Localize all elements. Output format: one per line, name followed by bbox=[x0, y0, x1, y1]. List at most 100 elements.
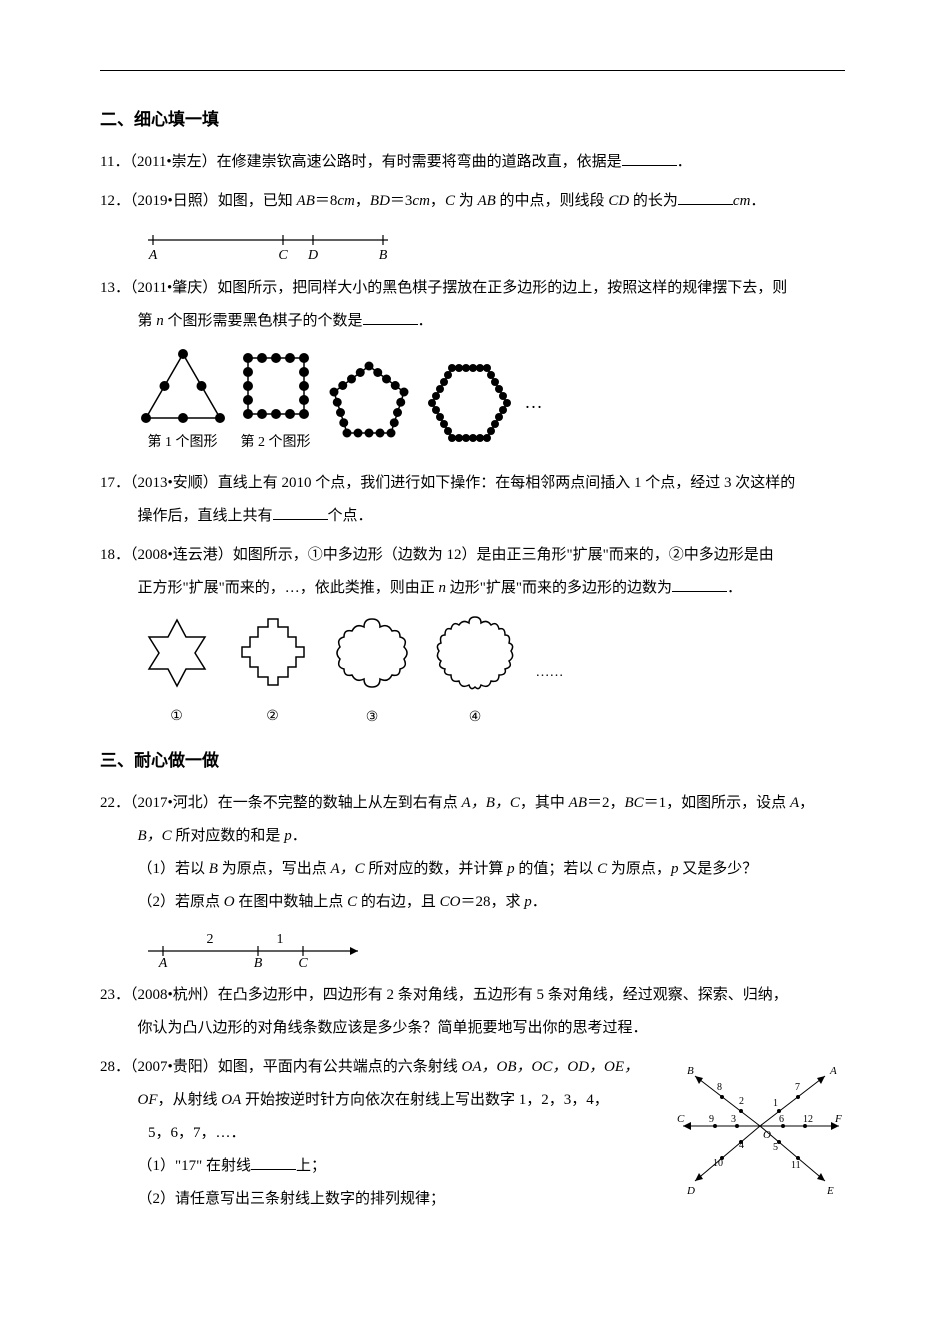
q18-c4: ④ bbox=[433, 703, 518, 734]
q22-body2: B，C bbox=[138, 828, 172, 844]
q18-num: 18． bbox=[100, 547, 130, 563]
q23-meta: （2008•杭州） bbox=[130, 987, 218, 1003]
q18-c1: ① bbox=[138, 702, 216, 733]
q13-text-b: 第 bbox=[138, 313, 157, 329]
q12-ab: AB bbox=[297, 193, 315, 209]
q13-dots: … bbox=[525, 383, 543, 423]
q22-eq1: ＝2， bbox=[587, 795, 625, 811]
q12-blank bbox=[678, 187, 733, 205]
q18-text-d: ． bbox=[727, 580, 742, 596]
question-23: 23．（2008•杭州）在凸多边形中，四边形有 2 条对角线，五边形有 5 条对… bbox=[100, 979, 845, 1045]
q18-figure: ① ② ③ ④ …… bbox=[138, 613, 846, 734]
q22-text-b: ，其中 bbox=[520, 795, 569, 811]
svg-text:A: A bbox=[829, 1065, 837, 1077]
q12-meta: （2019•日照） bbox=[130, 193, 218, 209]
svg-text:11: 11 bbox=[791, 1160, 801, 1171]
q22-tc: ， bbox=[799, 795, 814, 811]
svg-text:B: B bbox=[253, 956, 262, 971]
q12-text-e: ． bbox=[750, 193, 765, 209]
q17-text-c: 个点． bbox=[328, 508, 373, 524]
q18-text-c: 边形"扩展"而来的多边形的边数为 bbox=[446, 580, 672, 596]
svg-text:6: 6 bbox=[779, 1114, 784, 1125]
q18-text-b: 正方形"扩展"而来的，…，依此类推，则由正 bbox=[138, 580, 439, 596]
q12-c: C bbox=[445, 193, 455, 209]
question-13: 13．（2011•肇庆）如图所示，把同样大小的黑色棋子摆放在正多边形的边上，按照… bbox=[100, 272, 845, 338]
question-28: A B C D E F O 1 2 3 4 5 6 7 8 9 10 11 12 bbox=[100, 1051, 845, 1216]
q12-text-b: 为 bbox=[455, 193, 478, 209]
q22-td: 所对应数的和是 bbox=[172, 828, 285, 844]
q22-bc: BC bbox=[625, 795, 644, 811]
q22-p: p bbox=[284, 828, 292, 844]
svg-text:D: D bbox=[686, 1185, 695, 1197]
q23-num: 23． bbox=[100, 987, 130, 1003]
q12-lineseg-svg: A C D B bbox=[138, 226, 398, 264]
q28-bb: ，从射线 bbox=[158, 1092, 222, 1108]
q11-blank bbox=[622, 148, 677, 166]
q13-label2: 第 2 个图形 bbox=[236, 428, 316, 459]
q22-figure: 2 1 A B C bbox=[138, 927, 846, 971]
q18-meta: （2008•连云港） bbox=[130, 547, 233, 563]
q18-text-a: 如图所示，①中多边形（边数为 12）是由正三角形"扩展"而来的，②中多边形是由 bbox=[233, 547, 774, 563]
q13-shape3 bbox=[324, 358, 414, 448]
svg-text:7: 7 bbox=[795, 1082, 800, 1093]
q12-cd: CD bbox=[608, 193, 629, 209]
svg-text:5: 5 bbox=[773, 1142, 778, 1153]
q18-shape2: ② bbox=[234, 615, 312, 733]
q12-figure: A C D B bbox=[138, 226, 846, 264]
q12-text-c: 的中点，则线段 bbox=[496, 193, 609, 209]
q22-te: ． bbox=[292, 828, 307, 844]
svg-text:12: 12 bbox=[803, 1114, 813, 1125]
q22-ab: AB bbox=[569, 795, 587, 811]
question-18: 18．（2008•连云港）如图所示，①中多边形（边数为 12）是由正三角形"扩展… bbox=[100, 539, 845, 605]
q13-shape2: 第 2 个图形 bbox=[236, 346, 316, 459]
q12-ab2: AB bbox=[477, 193, 495, 209]
q13-label1: 第 1 个图形 bbox=[138, 428, 228, 459]
q12-eq1: ＝8 bbox=[315, 193, 338, 209]
q17-blank bbox=[273, 502, 328, 520]
q28-rays: OA，OB，OC，OD，OE， bbox=[462, 1059, 640, 1075]
q13-text-c: 个图形需要黑色棋子的个数是 bbox=[164, 313, 363, 329]
svg-text:A: A bbox=[147, 248, 157, 263]
q23-text-b: 你认为凸八边形的对角线条数应该是多少条？简单扼要地写出你的思考过程． bbox=[138, 1012, 846, 1045]
question-11: 11．（2011•崇左）在修建崇钦高速公路时，有时需要将弯曲的道路改直，依据是． bbox=[100, 146, 845, 179]
q12-co1: ， bbox=[355, 193, 370, 209]
svg-text:4: 4 bbox=[739, 1140, 744, 1151]
svg-text:E: E bbox=[826, 1185, 834, 1197]
svg-text:9: 9 bbox=[709, 1114, 714, 1125]
q22-meta: （2017•河北） bbox=[130, 795, 218, 811]
q18-shape4: ④ bbox=[433, 613, 518, 734]
q13-shape4 bbox=[422, 358, 517, 448]
svg-text:C: C bbox=[278, 248, 288, 263]
q12-text-a: 如图，已知 bbox=[218, 193, 297, 209]
q13-text-a: 如图所示，把同样大小的黑色棋子摆放在正多边形的边上，按照这样的规律摆下去，则 bbox=[217, 280, 787, 296]
q28-text-a: 如图，平面内有公共端点的六条射线 bbox=[218, 1059, 462, 1075]
question-22: 22．（2017•河北）在一条不完整的数轴上从左到右有点 A，B，C，其中 AB… bbox=[100, 787, 845, 919]
q22-numberline-svg: 2 1 A B C bbox=[138, 927, 378, 971]
q12-cm1: cm bbox=[337, 193, 355, 209]
q12-co2: ， bbox=[430, 193, 445, 209]
svg-text:D: D bbox=[306, 248, 317, 263]
svg-text:C: C bbox=[298, 956, 308, 971]
q13-figure: 第 1 个图形 第 2 个图形 bbox=[138, 346, 846, 459]
svg-text:O: O bbox=[763, 1129, 771, 1141]
svg-text:10: 10 bbox=[713, 1158, 723, 1169]
q12-num: 12． bbox=[100, 193, 130, 209]
q17-meta: （2013•安顺） bbox=[130, 475, 218, 491]
q22-text-a: 在一条不完整的数轴上从左到右有点 bbox=[218, 795, 462, 811]
q28-meta: （2007•贵阳） bbox=[130, 1059, 218, 1075]
svg-text:1: 1 bbox=[276, 932, 283, 947]
q13-n: n bbox=[156, 313, 164, 329]
svg-text:3: 3 bbox=[731, 1114, 736, 1125]
svg-text:C: C bbox=[677, 1113, 685, 1125]
q13-blank bbox=[363, 307, 418, 325]
q22-A2: A bbox=[790, 795, 799, 811]
section3-title: 三、耐心做一做 bbox=[100, 742, 845, 779]
q18-c3: ③ bbox=[330, 703, 415, 734]
q28-num: 28． bbox=[100, 1059, 130, 1075]
q28-blank bbox=[251, 1152, 296, 1170]
q12-eq2: ＝3 bbox=[390, 193, 413, 209]
q18-c2: ② bbox=[234, 702, 312, 733]
q12-text-d: 的长为 bbox=[629, 193, 678, 209]
section2-title: 二、细心填一填 bbox=[100, 101, 845, 138]
q23-text-a: 在凸多边形中，四边形有 2 条对角线，五边形有 5 条对角线，经过观察、探索、归… bbox=[218, 987, 788, 1003]
